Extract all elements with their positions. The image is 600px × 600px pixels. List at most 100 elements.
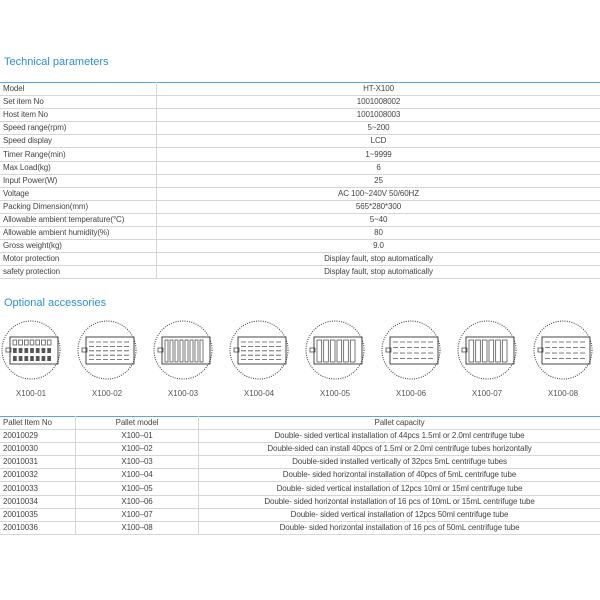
pallet-diagram-icon — [77, 320, 137, 380]
spec-value: AC 100~240V 50/60HZ — [156, 187, 600, 201]
spec-row: Max Load(kg) 6 — [0, 161, 600, 175]
spec-value: 1001008003 — [156, 108, 600, 123]
pallet-row: 20010029 X100–01 Double- sided vertical in… — [0, 429, 600, 444]
spec-value: 1~9999 — [156, 147, 600, 162]
spec-label: Speed display — [0, 134, 157, 149]
spec-value: 565*280*300 — [156, 200, 600, 214]
pallet-model: X100–06 — [75, 495, 199, 509]
pallet-row: 20010032 X100–04 Double- sided horizontal … — [0, 468, 600, 483]
spec-label: Packing Dimension(mm) — [0, 200, 157, 214]
technical-parameters-table: Model HT-X100 Set item No 1001008002 Host it… — [0, 82, 600, 280]
pallet-capacity: Double-sided can install 40pcs of 1.5ml … — [198, 442, 600, 457]
spec-value: 9.0 — [156, 239, 600, 254]
spec-label: Timer Range(min) — [0, 147, 157, 162]
pallet-capacity: Double- sided horizontal installation of… — [198, 468, 600, 483]
pallet-item-no: 20010035 — [0, 508, 76, 522]
accessory-label: X100-01 — [15, 389, 47, 398]
pallet-capacity: Double- sided horizontal installation of… — [198, 495, 600, 509]
pallet-row: 20010036 X100–08 Double- sided horizontal … — [0, 521, 600, 535]
spec-label: Input Power(W) — [0, 174, 157, 188]
spec-row: Speed range(rpm) 5~200 — [0, 121, 600, 136]
spec-row: Speed display LCD — [0, 134, 600, 149]
spec-label: Motor protection — [0, 252, 157, 267]
spec-label: Speed range(rpm) — [0, 121, 157, 136]
header-pallet-capacity: Pallet capacity — [198, 416, 600, 431]
pallet-item-no: 20010034 — [0, 495, 76, 509]
accessory-item: X100-04 — [226, 319, 292, 398]
spec-value: 5~40 — [156, 213, 600, 228]
pallet-row: 20010031 X100–03 Double-sided installed ve… — [0, 455, 600, 470]
pallet-table: Pallet Item No Pallet model Pallet capac… — [0, 416, 600, 535]
pallet-item-no: 20010033 — [0, 481, 76, 496]
pallet-item-no: 20010032 — [0, 468, 76, 483]
pallet-item-no: 20010029 — [0, 429, 76, 444]
pallet-capacity: Double-sided installed vertically of 32p… — [198, 455, 600, 470]
spec-row: Voltage AC 100~240V 50/60HZ — [0, 187, 600, 201]
spec-label: Host item No — [0, 108, 157, 123]
spec-label: Set item No — [0, 95, 157, 110]
pallet-row: 20010030 X100–02 Double-sided can install … — [0, 442, 600, 457]
spec-row: Packing Dimension(mm) 565*280*300 — [0, 200, 600, 214]
pallet-header-row: Pallet Item No Pallet model Pallet capac… — [0, 416, 600, 431]
accessory-label: X100-06 — [395, 389, 427, 398]
spec-row: Motor protection Display fault, stop auto… — [0, 252, 600, 267]
spec-row: Host item No 1001008003 — [0, 108, 600, 123]
spec-label: safety protection — [0, 265, 157, 280]
spec-value: 80 — [156, 226, 600, 241]
spec-row: Gross weight(kg) 9.0 — [0, 239, 600, 254]
spec-value: LCD — [156, 134, 600, 149]
pallet-item-no: 20010030 — [0, 442, 76, 457]
accessory-item: X100-07 — [454, 319, 520, 398]
spec-label: Model — [0, 82, 157, 97]
accessory-label: X100-05 — [319, 389, 351, 398]
accessory-item: X100-02 — [74, 319, 140, 398]
accessory-label: X100-08 — [547, 389, 579, 398]
spec-row: Model HT-X100 — [0, 82, 600, 97]
optional-accessories-title: Optional accessories — [4, 297, 107, 309]
spec-value: Display fault, stop automatically — [156, 265, 600, 280]
header-pallet-item-no: Pallet Item No — [0, 416, 76, 431]
pallet-row: 20010034 X100–06 Double- sided horizontal … — [0, 495, 600, 509]
spec-label: Voltage — [0, 187, 157, 201]
spec-value: HT-X100 — [156, 82, 600, 97]
pallet-diagram-icon — [533, 320, 593, 380]
spec-row: Allowable ambient temperature(°C) 5~40 — [0, 213, 600, 228]
spec-row: Set item No 1001008002 — [0, 95, 600, 110]
spec-value: 25 — [156, 174, 600, 188]
pallet-capacity: Double- sided horizontal installation of… — [198, 521, 600, 535]
spec-value: 1001008002 — [156, 95, 600, 110]
pallet-diagram-icon — [1, 320, 61, 380]
pallet-model: X100–02 — [75, 442, 199, 457]
accessory-item: X100-01 — [0, 319, 64, 398]
accessory-item: X100-08 — [530, 319, 596, 398]
pallet-row: 20010033 X100–05 Double- sided vertical in… — [0, 481, 600, 496]
pallet-diagram-icon — [457, 320, 517, 380]
spec-label: Gross weight(kg) — [0, 239, 157, 254]
spec-row: Input Power(W) 25 — [0, 174, 600, 188]
accessory-label: X100-07 — [471, 389, 503, 398]
pallet-model: X100–03 — [75, 455, 199, 470]
accessory-label: X100-03 — [167, 389, 199, 398]
spec-value: 6 — [156, 161, 600, 175]
accessory-item: X100-03 — [150, 319, 216, 398]
pallet-item-no: 20010036 — [0, 521, 76, 535]
pallet-model: X100–01 — [75, 429, 199, 444]
accessory-label: X100-04 — [243, 389, 275, 398]
technical-parameters-title: Technical parameters — [4, 56, 109, 68]
pallet-row: 20010035 X100–07 Double- sided vertical in… — [0, 508, 600, 522]
pallet-model: X100–04 — [75, 468, 199, 483]
pallet-model: X100–07 — [75, 508, 199, 522]
pallet-diagram-icon — [229, 320, 289, 380]
spec-value: 5~200 — [156, 121, 600, 136]
spec-label: Max Load(kg) — [0, 161, 157, 175]
spec-value: Display fault, stop automatically — [156, 252, 600, 267]
accessory-item: X100-06 — [378, 319, 444, 398]
pallet-capacity: Double- sided vertical installation of 4… — [198, 429, 600, 444]
spec-row: safety protection Display fault, stop aut… — [0, 265, 600, 280]
spec-row: Timer Range(min) 1~9999 — [0, 147, 600, 162]
pallet-diagram-icon — [381, 320, 441, 380]
pallet-capacity: Double- sided vertical installation of 1… — [198, 508, 600, 522]
header-pallet-model: Pallet model — [75, 416, 199, 431]
spec-label: Allowable ambient humidity(%) — [0, 226, 157, 241]
pallet-diagram-icon — [305, 320, 365, 380]
